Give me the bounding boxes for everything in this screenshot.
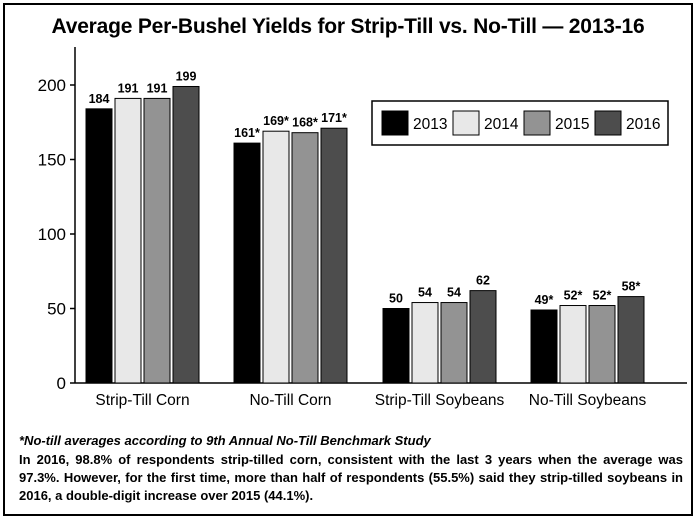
bar-value-label: 62 <box>476 274 490 288</box>
bar-value-label: 191 <box>118 81 139 95</box>
bar <box>291 132 319 384</box>
legend-label: 2013 <box>413 116 447 133</box>
legend-label: 2016 <box>626 116 660 133</box>
bar <box>114 97 142 384</box>
bar-value-label: 52* <box>593 289 612 303</box>
bar-value-label: 199 <box>176 69 197 83</box>
bar-chart: 0 50 100 150 200 184 191 191 199 Strip-Till Corn 1… <box>38 47 687 409</box>
chart-title: Average Per-Bushel Yields for Strip-Till… <box>51 15 645 38</box>
bar-value-label: 49* <box>535 293 554 307</box>
y-tick-label: 0 <box>57 374 66 393</box>
y-tick-label: 50 <box>47 300 66 319</box>
bar <box>143 97 171 384</box>
bar <box>469 290 497 384</box>
y-tick-label: 150 <box>38 151 66 170</box>
bar-value-label: 54 <box>447 286 461 300</box>
x-category-label: No-Till Soybeans <box>529 392 647 409</box>
bar <box>588 305 616 384</box>
y-tick-label: 200 <box>38 76 66 95</box>
bar-value-label: 54 <box>418 286 432 300</box>
caption-text: In 2016, 98.8% of respondents strip-till… <box>19 452 683 503</box>
bar-value-label: 58* <box>622 280 641 294</box>
x-category-label: Strip-Till Corn <box>95 392 189 409</box>
legend-label: 2015 <box>555 116 589 133</box>
bar <box>320 127 348 384</box>
bar <box>530 309 558 384</box>
legend-swatch <box>523 110 551 136</box>
legend-swatch <box>381 110 409 136</box>
figure-frame: Average Per-Bushel Yields for Strip-Till… <box>3 3 693 516</box>
bar-value-label: 161* <box>234 126 260 140</box>
bar <box>411 302 439 384</box>
x-category-label: Strip-Till Soybeans <box>375 392 505 409</box>
bar <box>233 142 261 384</box>
bar <box>172 85 200 384</box>
x-category-label: No-Till Corn <box>249 392 331 409</box>
bar <box>382 308 410 384</box>
legend-swatch <box>594 110 622 136</box>
y-tick-label: 100 <box>38 225 66 244</box>
footnote: *No-till averages according to 9th Annua… <box>19 433 431 448</box>
bar <box>559 305 587 384</box>
bar <box>85 108 113 384</box>
legend-label: 2014 <box>484 116 519 133</box>
bar-value-label: 168* <box>292 116 318 130</box>
bar-value-label: 52* <box>564 289 583 303</box>
bar-value-label: 191 <box>147 81 168 95</box>
bar <box>617 296 645 384</box>
bar <box>262 130 290 384</box>
bar-value-label: 184 <box>89 92 110 106</box>
bar-value-label: 50 <box>389 292 403 306</box>
legend-swatch <box>452 110 480 136</box>
bar-value-label: 171* <box>321 111 347 125</box>
bar <box>440 302 468 384</box>
bar-value-label: 169* <box>263 114 289 128</box>
